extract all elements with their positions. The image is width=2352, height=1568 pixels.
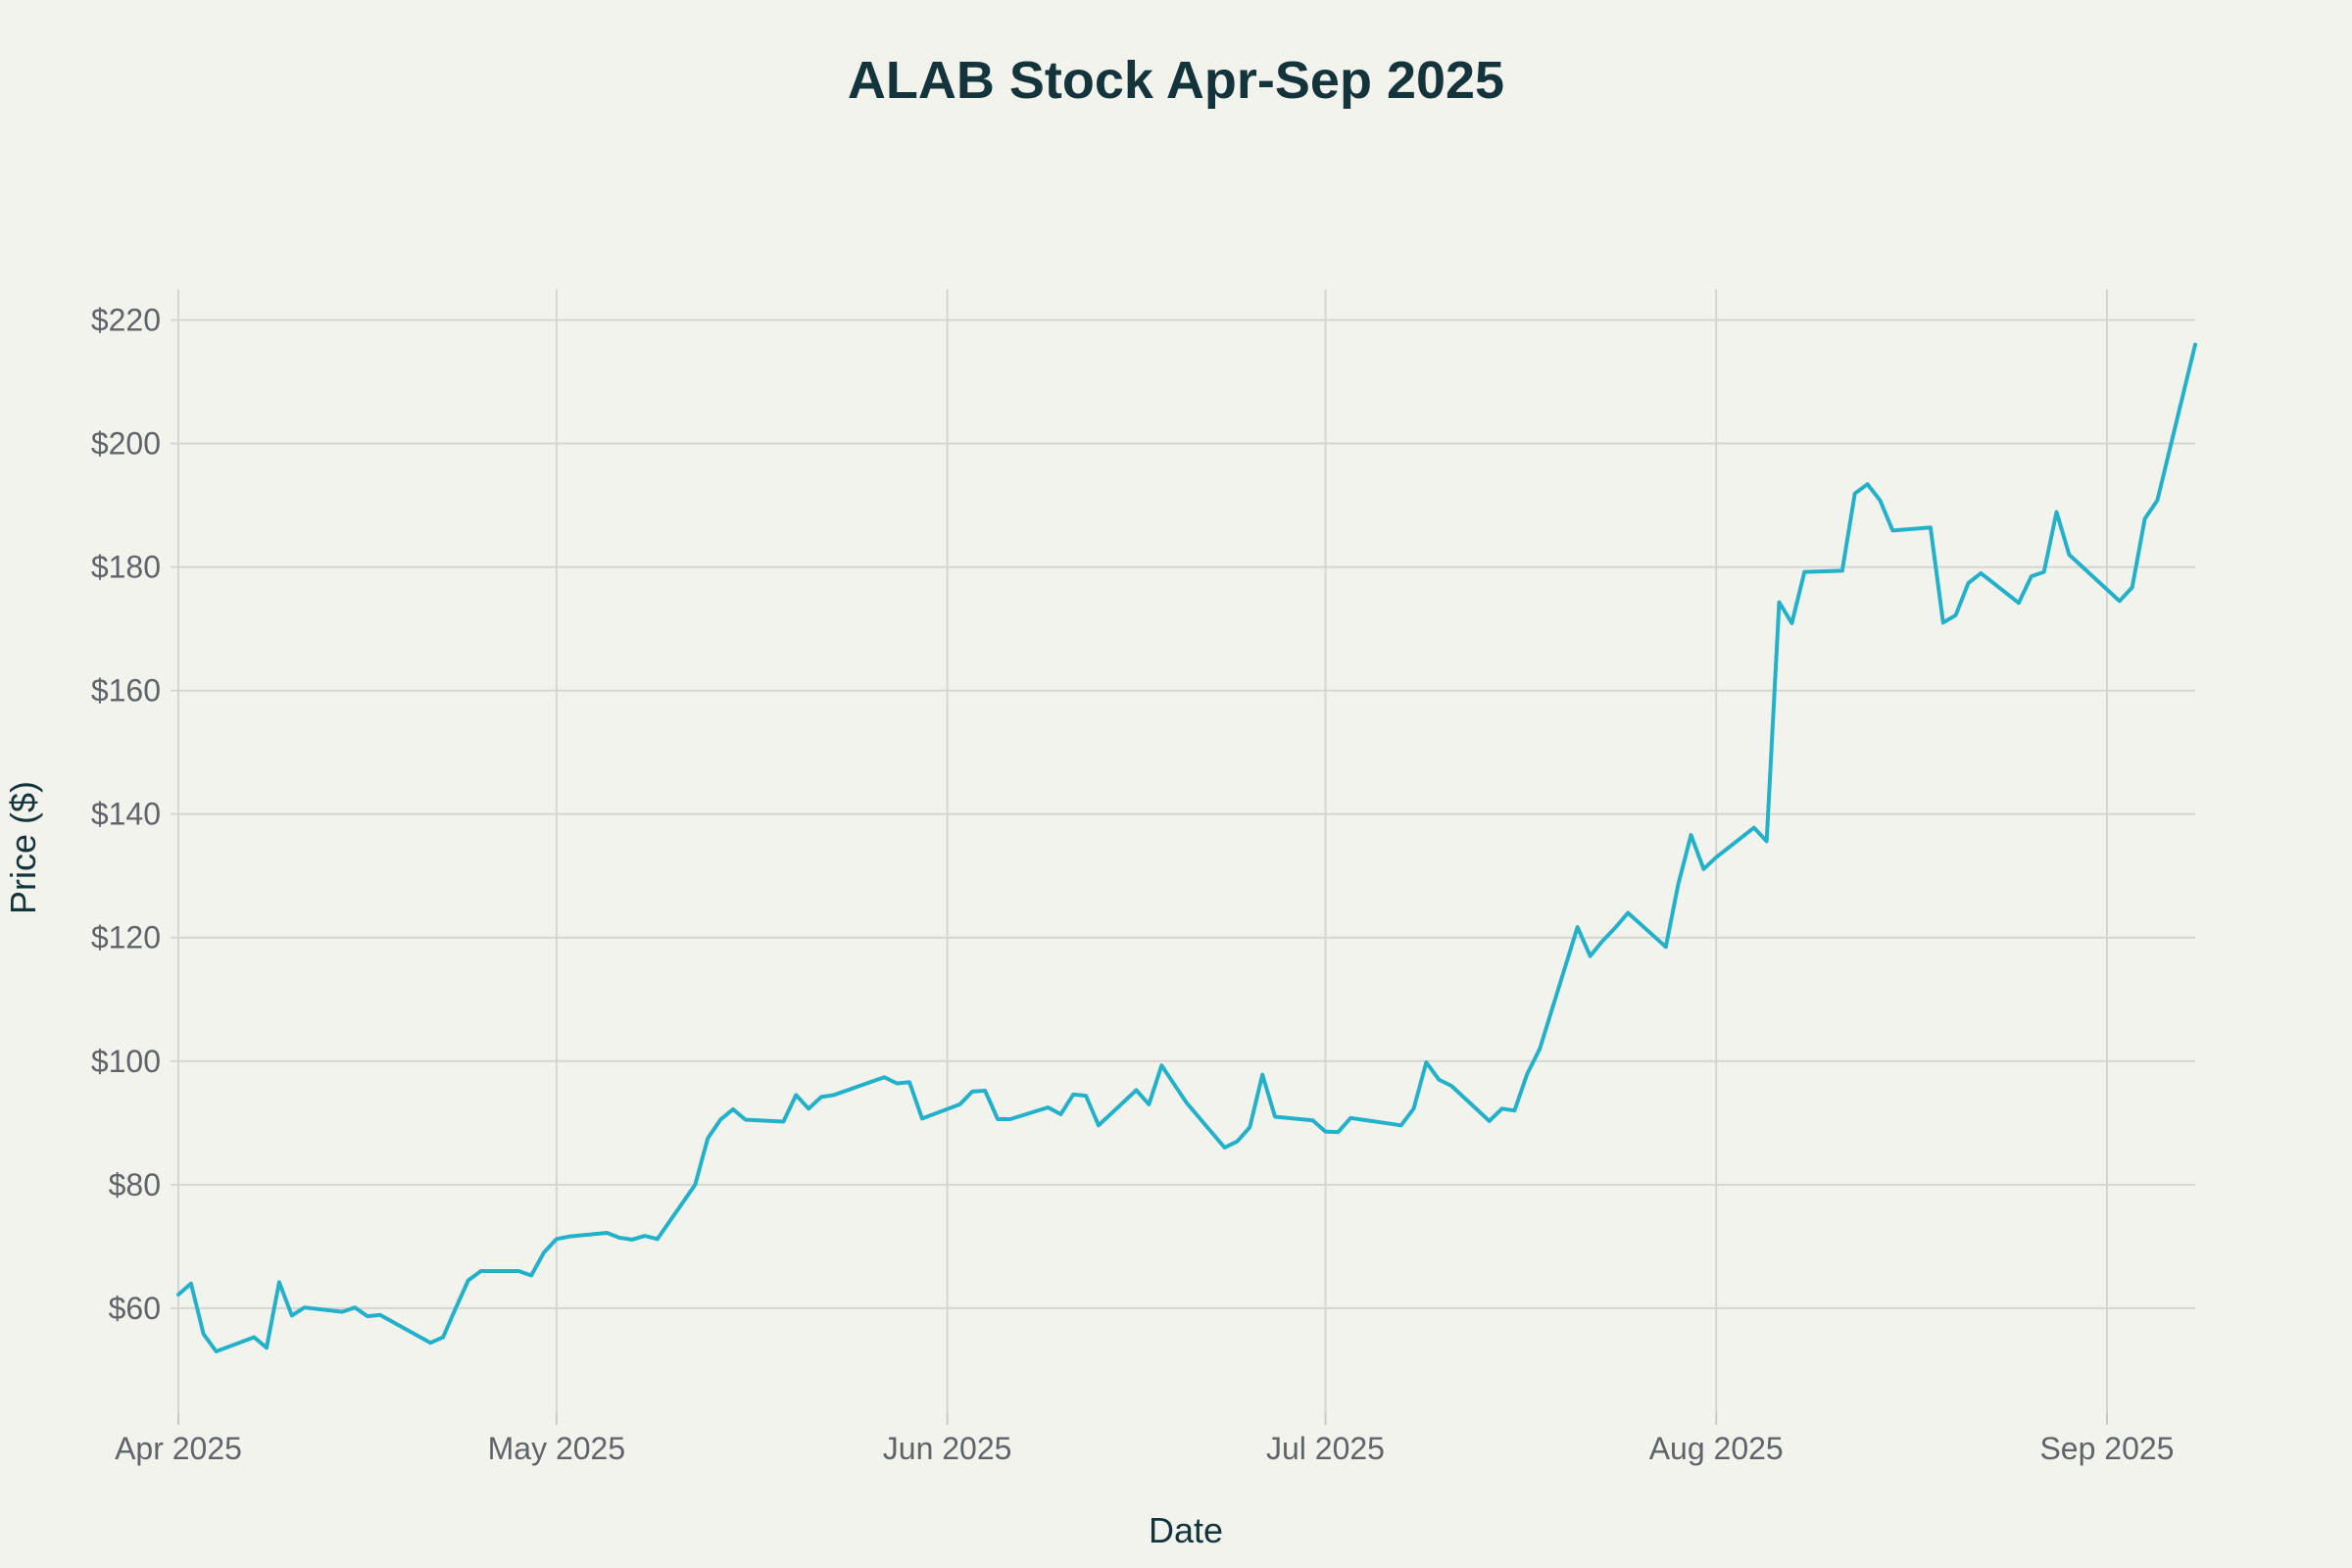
x-tick-label: Jun 2025 [883, 1431, 1012, 1466]
grid [171, 289, 2195, 1413]
y-tick-label: $100 [91, 1044, 161, 1079]
x-axis-title: Date [1149, 1510, 1223, 1550]
x-tick-label: Sep 2025 [2039, 1431, 2174, 1466]
x-tick-label: Aug 2025 [1649, 1431, 1784, 1466]
axis-ticks: $60 $80 $100 $120 $140 $160 $180 $200 $220 Apr 20… [91, 303, 2175, 1466]
chart-title: ALAB Stock Apr-Sep 2025 [848, 51, 1504, 110]
plot-area [176, 342, 2197, 1353]
y-tick-label: $160 [91, 673, 161, 709]
y-tick-label: $220 [91, 303, 161, 338]
y-tick-label: $80 [109, 1167, 161, 1202]
y-tick-label: $140 [91, 797, 161, 832]
y-tick-label: $60 [109, 1291, 161, 1326]
x-tick-label: Jul 2025 [1266, 1431, 1385, 1466]
y-tick-label: $120 [91, 920, 161, 956]
price-series-line [176, 342, 2197, 1353]
y-axis-title: Price ($) [3, 781, 43, 914]
x-tick-label: Apr 2025 [115, 1431, 242, 1466]
y-tick-label: $180 [91, 550, 161, 585]
y-tick-label: $200 [91, 426, 161, 462]
x-tick-label: May 2025 [488, 1431, 626, 1466]
